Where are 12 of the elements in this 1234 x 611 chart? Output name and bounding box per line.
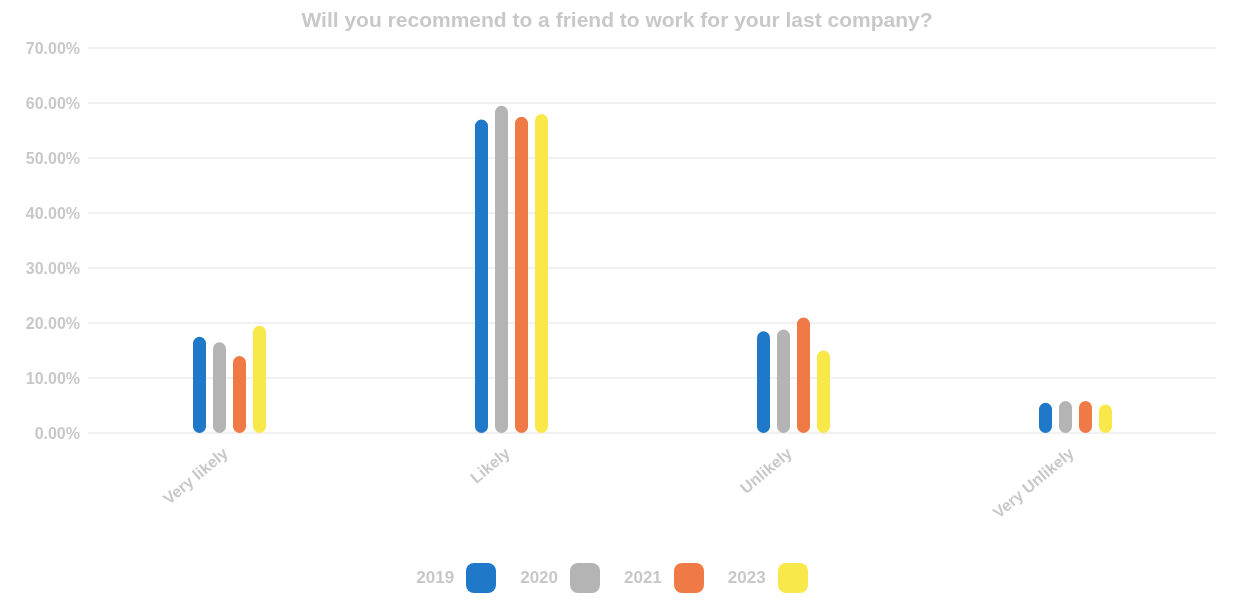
bar [233,356,246,433]
bar [213,342,226,433]
bar [495,105,508,433]
bar [817,350,830,433]
bar [535,114,548,433]
bar [515,116,528,433]
bar [777,329,790,433]
bar [757,331,770,433]
bar [475,119,488,433]
bar [253,325,266,433]
bar [193,336,206,433]
bar [797,317,810,433]
